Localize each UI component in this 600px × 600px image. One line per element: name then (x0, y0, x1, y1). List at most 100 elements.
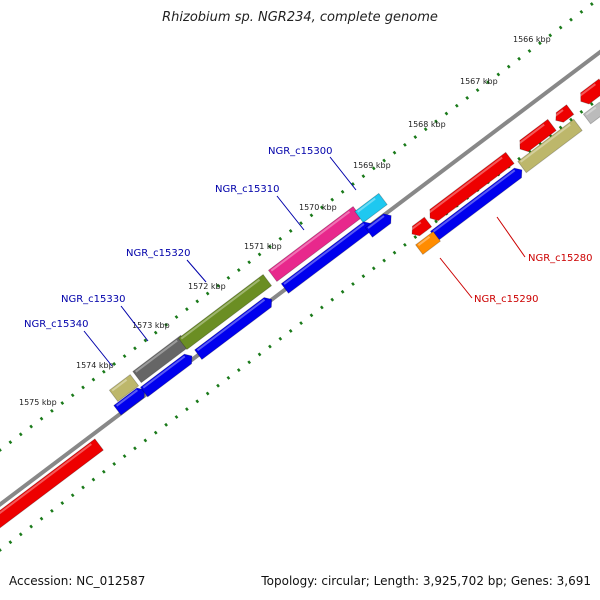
tick-label-1571: 1571 kbp (244, 242, 282, 251)
inner-tick-mark (309, 313, 314, 318)
gene-feature-khaki-right-body (517, 118, 583, 174)
inner-tick-mark (60, 501, 65, 505)
inner-tick-mark (226, 375, 231, 380)
inner-tick-mark (351, 282, 355, 286)
outer-tick-mark (112, 362, 117, 366)
outer-tick-mark (70, 393, 75, 398)
gene-feature-red-3 (518, 118, 557, 153)
outer-tick-mark (153, 330, 158, 335)
outer-tick-mark (278, 236, 283, 241)
gene-label-ngr-c15300[interactable]: NGR_c15300 (268, 146, 333, 157)
accession-text: Accession: NC_012587 (9, 574, 146, 588)
inner-tick-mark (50, 508, 54, 513)
tick-label-1572: 1572 kbp (188, 282, 226, 291)
outer-tick-mark (351, 182, 355, 186)
gene-feature-red-lower (0, 438, 104, 534)
outer-tick-mark (29, 424, 34, 429)
outer-tick-mark (434, 119, 438, 124)
gene-label-ngr-c15280[interactable]: NGR_c15280 (528, 253, 593, 264)
gene-label-ngr-c15310[interactable]: NGR_c15310 (215, 184, 280, 195)
outer-tick-mark (0, 448, 2, 452)
inner-tick-mark (29, 524, 34, 529)
gene-feature-blue-1 (113, 387, 145, 416)
gene-feature-ngr-c15340 (108, 374, 140, 402)
gene-feature-red-1-body (411, 216, 433, 237)
gene-feature-blue-2 (139, 353, 193, 398)
tick-label-1566: 1566 kbp (513, 35, 551, 44)
inner-tick-mark (0, 548, 2, 552)
inner-tick-mark (340, 289, 345, 294)
outer-tick-mark (18, 432, 23, 437)
gene-feature-blue-4-highlight (283, 223, 365, 285)
gene-feature-ngr-c15300-highlight (357, 197, 376, 213)
gene-label-ngr-c15330[interactable]: NGR_c15330 (61, 294, 126, 305)
outer-tick-mark (371, 166, 376, 171)
gene-feature-red-5-highlight (578, 83, 596, 98)
gene-feature-khaki-right-highlight (520, 123, 571, 163)
outer-tick-mark (403, 142, 407, 147)
outer-tick-mark (195, 299, 200, 304)
gene-feature-ngr-c15290-highlight (417, 235, 431, 247)
outer-tick-mark (392, 150, 397, 155)
gene-label-ngr-c15320[interactable]: NGR_c15320 (126, 248, 191, 259)
gene-label-ngr-c15340[interactable]: NGR_c15340 (24, 319, 89, 330)
outer-tick-mark (257, 252, 262, 257)
gene-feature-blue-2-highlight (142, 355, 186, 389)
gene-feature-ngr-c15300-body (354, 192, 388, 224)
gene-feature-red-5 (578, 78, 600, 105)
genome-summary-text: Topology: circular; Length: 3,925,702 bp… (261, 574, 591, 588)
outer-tick-mark (382, 158, 387, 163)
gene-feature-blue-1-body (113, 387, 145, 416)
outer-tick-mark (236, 268, 241, 272)
gene-feature-red-4-body (555, 104, 575, 123)
gene-feature-red-1 (410, 216, 433, 237)
gene-feature-blue-3 (194, 297, 273, 361)
inner-tick-mark (153, 430, 158, 435)
inner-tick-mark (589, 102, 594, 106)
inner-tick-mark (247, 360, 252, 365)
gene-feature-ngr-c15330-highlight (135, 339, 178, 373)
outer-tick-mark (309, 213, 314, 218)
inner-tick-mark (39, 516, 44, 521)
gene-feature-grey-right (582, 101, 600, 125)
tick-label-1575: 1575 kbp (19, 398, 57, 407)
outer-tick-mark (475, 88, 480, 93)
gene-features (0, 78, 600, 534)
outer-tick-mark (81, 385, 85, 390)
gene-feature-blue-right-highlight (432, 169, 516, 233)
gene-feature-blue-3-highlight (196, 298, 266, 352)
gene-feature-red-lower-body (0, 438, 104, 534)
leader-line-ngr-c15320 (186, 259, 207, 283)
gene-feature-red-3-body (519, 118, 557, 153)
inner-tick-mark (216, 383, 220, 388)
inner-tick-mark (81, 485, 85, 490)
gene-feature-ngr-c15280-body (429, 151, 515, 222)
outer-tick-mark (496, 72, 501, 77)
gene-feature-red-4-highlight (554, 109, 564, 117)
outer-tick-mark (465, 96, 470, 100)
gene-feature-blue-5-body (364, 213, 392, 238)
gene-feature-blue-2-body (139, 353, 193, 398)
outer-tick-mark (268, 244, 272, 249)
inner-tick-mark (195, 399, 200, 404)
gene-feature-blue-5-highlight (367, 215, 385, 229)
inner-tick-mark (371, 266, 376, 271)
inner-tick-mark (112, 462, 117, 466)
inner-tick-mark (330, 297, 335, 302)
inner-tick-mark (392, 250, 397, 255)
outer-tick-mark (164, 322, 168, 327)
gene-label-ngr-c15290[interactable]: NGR_c15290 (474, 294, 539, 305)
outer-tick-track (0, 2, 594, 452)
outer-tick-mark (589, 2, 594, 6)
outer-tick-mark (454, 103, 459, 108)
gene-feature-blue-1-highlight (116, 389, 138, 407)
outer-tick-mark (205, 291, 210, 296)
gene-feature-khaki-right (517, 118, 583, 174)
outer-tick-mark (91, 377, 96, 382)
tick-label-1569: 1569 kbp (353, 161, 391, 170)
genome-title: Rhizobium sp. NGR234, complete genome (162, 10, 438, 25)
outer-tick-mark (330, 197, 335, 202)
outer-tick-mark (506, 64, 511, 69)
